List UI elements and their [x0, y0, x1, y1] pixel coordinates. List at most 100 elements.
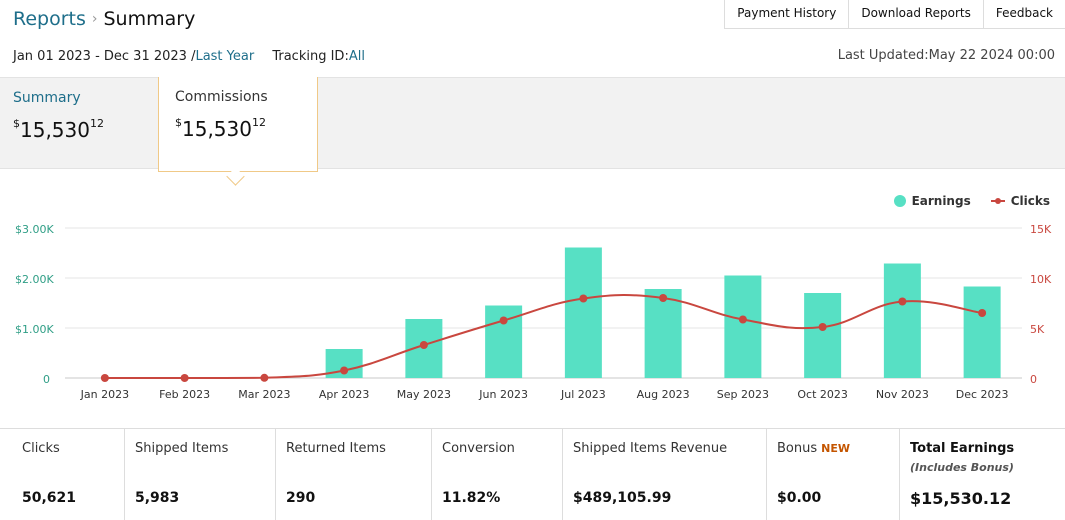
feedback-link[interactable]: Feedback — [982, 0, 1065, 28]
clicks-point[interactable] — [260, 373, 269, 382]
y-right-tick: 0 — [1030, 373, 1037, 386]
stat-total-earnings: Total Earnings (Includes Bonus) $15,530.… — [900, 429, 1065, 520]
clicks-point[interactable] — [659, 294, 668, 302]
stat-bonus: Bonus NEW $0.00 — [767, 429, 900, 520]
tab-commissions-label: Commissions — [175, 89, 268, 105]
tab-summary[interactable]: Summary $15,53012 — [0, 78, 158, 168]
y-right-tick: 15K — [1030, 223, 1052, 236]
amount-cents: 12 — [251, 116, 266, 129]
legend-earnings-label: Earnings — [911, 194, 971, 208]
stat-label: Shipped Items — [135, 441, 229, 456]
stat-value: 50,621 — [22, 490, 77, 506]
x-tick-label: Nov 2023 — [875, 388, 929, 401]
x-tick-label: Feb 2023 — [159, 388, 211, 401]
amount-cents: 12 — [89, 117, 104, 130]
clicks-point[interactable] — [579, 294, 588, 303]
stat-value: $15,530.12 — [910, 489, 1012, 508]
stat-value: 290 — [286, 490, 316, 506]
clicks-point[interactable] — [818, 323, 827, 331]
stat-bonus-label: Bonus — [777, 441, 818, 456]
chevron-right-icon: › — [91, 11, 98, 27]
stats-row: Clicks 50,621 Shipped Items 5,983 Return… — [0, 428, 1065, 520]
earnings-bar[interactable] — [883, 263, 921, 379]
x-tick-label: Oct 2023 — [797, 388, 848, 401]
stat-label: Bonus NEW — [777, 441, 850, 456]
date-range: Jan 01 2023 - Dec 31 2023 /Last Year Tra… — [13, 49, 365, 64]
x-tick-label: Jul 2023 — [560, 388, 606, 401]
earnings-bars — [325, 247, 1001, 379]
legend-earnings[interactable]: Earnings — [893, 194, 971, 208]
stat-conversion: Conversion 11.82% — [432, 429, 563, 520]
stat-label: Clicks — [22, 441, 60, 456]
x-tick-label: Aug 2023 — [636, 388, 690, 401]
report-tabs: Summary $15,53012 Commissions $15,53012 — [0, 77, 1065, 172]
page-title: Summary — [103, 8, 196, 30]
tracking-id-label: Tracking ID: — [272, 49, 349, 64]
stat-value: $489,105.99 — [573, 490, 672, 506]
x-tick-label: Sep 2023 — [716, 388, 769, 401]
chart-plot — [65, 227, 1022, 382]
legend-earnings-swatch — [893, 195, 906, 207]
tab-commissions[interactable]: Commissions $15,53012 — [158, 77, 318, 172]
currency-symbol: $ — [13, 117, 20, 130]
clicks-point[interactable] — [180, 374, 189, 382]
stat-label: Conversion — [442, 441, 515, 456]
x-tick-label: May 2023 — [396, 388, 451, 401]
chart-gridlines — [65, 227, 1022, 379]
commissions-amount: $15,53012 — [175, 116, 266, 141]
stat-label: Total Earnings — [910, 441, 1015, 456]
y-right-tick: 10K — [1030, 273, 1052, 286]
breadcrumb-reports-link[interactable]: Reports — [13, 8, 86, 30]
earnings-bar[interactable] — [564, 247, 602, 379]
payment-history-link[interactable]: Payment History — [737, 6, 837, 20]
date-preset-link[interactable]: Last Year — [195, 49, 255, 64]
stat-value: $0.00 — [777, 490, 822, 506]
currency-symbol: $ — [175, 116, 182, 129]
stat-returned-items: Returned Items 290 — [276, 429, 432, 520]
date-range-text: Jan 01 2023 - Dec 31 2023 / — [13, 49, 196, 64]
stat-label: Returned Items — [286, 441, 386, 456]
top-bar: Reports › Summary Payment History Download… — [0, 0, 1065, 40]
download-reports-link[interactable]: Download Reports — [848, 0, 983, 28]
earnings-bar[interactable] — [804, 293, 842, 378]
stat-value: 11.82% — [442, 490, 501, 506]
clicks-point[interactable] — [898, 297, 907, 306]
y-left-tick: $1.00K — [15, 323, 54, 336]
stat-shipped-items: Shipped Items 5,983 — [125, 429, 276, 520]
breadcrumb: Reports › Summary — [13, 8, 195, 30]
earnings-bar[interactable] — [644, 289, 682, 378]
amount-whole: 15,530 — [182, 117, 252, 141]
clicks-points — [100, 294, 987, 382]
x-tick-label: Jan 2023 — [80, 388, 130, 401]
stat-label: Shipped Items Revenue — [573, 441, 728, 456]
clicks-point[interactable] — [419, 341, 428, 349]
chart-legend: Earnings Clicks — [893, 194, 1050, 208]
stat-clicks: Clicks 50,621 — [0, 429, 125, 520]
last-updated: Last Updated:May 22 2024 00:00 — [837, 48, 1055, 63]
stat-sublabel: (Includes Bonus) — [910, 461, 1014, 474]
y-right-tick: 5K — [1030, 323, 1045, 336]
clicks-point[interactable] — [978, 309, 987, 317]
clicks-point[interactable] — [100, 374, 109, 382]
stat-shipped-items-revenue: Shipped Items Revenue $489,105.99 — [563, 429, 767, 520]
top-links: Payment History Download Reports Feedbac… — [724, 0, 1065, 29]
legend-clicks[interactable]: Clicks — [990, 194, 1050, 208]
clicks-point[interactable] — [499, 316, 508, 325]
tracking-id-link[interactable]: All — [348, 49, 365, 64]
amount-whole: 15,530 — [20, 118, 90, 142]
x-tick-label: Mar 2023 — [238, 388, 291, 401]
clicks-point[interactable] — [340, 366, 349, 375]
y-left-tick: $3.00K — [15, 223, 54, 236]
clicks-point[interactable] — [738, 315, 747, 324]
x-tick-label: Jun 2023 — [479, 388, 528, 401]
y-left-tick: 0 — [43, 373, 50, 386]
x-tick-label: Apr 2023 — [318, 388, 370, 401]
tab-summary-label: Summary — [13, 90, 81, 106]
legend-clicks-label: Clicks — [1010, 194, 1050, 208]
legend-clicks-swatch — [990, 198, 1005, 204]
earnings-bar[interactable] — [724, 275, 762, 379]
summary-amount: $15,53012 — [13, 117, 104, 142]
earnings-bar[interactable] — [963, 286, 1001, 379]
y-left-tick: $2.00K — [15, 273, 54, 286]
x-tick-label: Dec 2023 — [955, 388, 1009, 401]
